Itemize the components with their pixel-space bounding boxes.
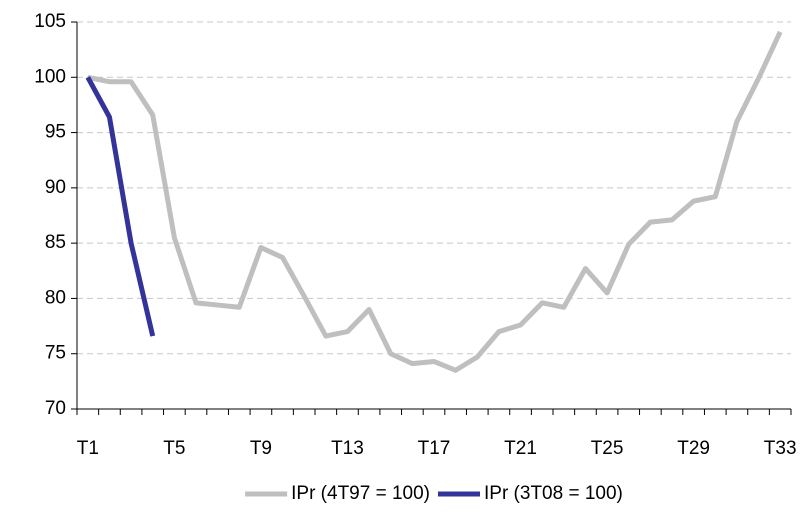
x-tick-label: T13 — [331, 438, 364, 459]
y-tick-label: 105 — [34, 11, 66, 32]
y-tick-label: 80 — [45, 287, 66, 308]
y-tick-label: 85 — [45, 232, 66, 253]
legend-label: IPr (3T08 = 100) — [484, 483, 623, 504]
series-line — [87, 30, 783, 373]
y-tick-label: 70 — [45, 398, 66, 419]
series-line — [85, 76, 156, 337]
x-tick-label: T1 — [77, 438, 99, 459]
y-tick-label: 95 — [45, 122, 66, 143]
x-tick-label: T5 — [163, 438, 185, 459]
x-tick-label: T21 — [504, 438, 537, 459]
y-tick-label: 75 — [45, 343, 66, 364]
x-tick-label: T17 — [418, 438, 451, 459]
legend-label: IPr (4T97 = 100) — [291, 483, 430, 504]
x-tick-label: T29 — [677, 438, 710, 459]
x-tick-label: T33 — [764, 438, 797, 459]
x-tick-label: T25 — [591, 438, 624, 459]
y-tick-label: 100 — [34, 66, 66, 87]
x-tick-label: T9 — [250, 438, 272, 459]
y-tick-label: 90 — [45, 177, 66, 198]
